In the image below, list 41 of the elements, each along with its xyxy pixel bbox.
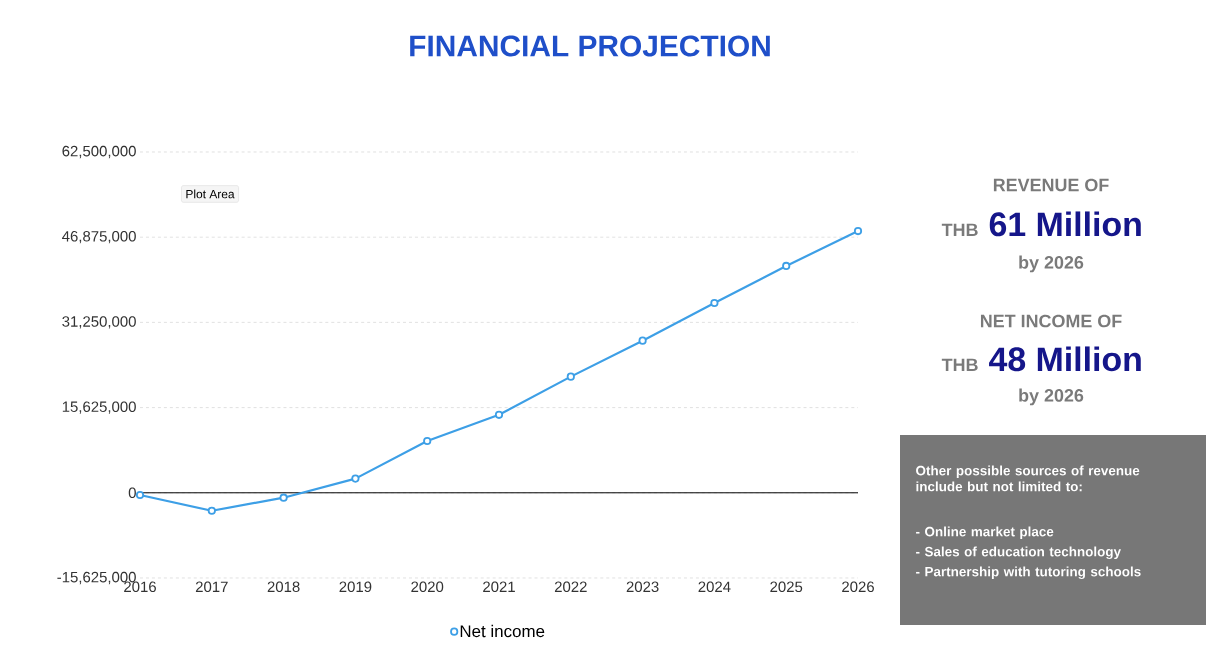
point — [351, 474, 360, 483]
point — [494, 410, 504, 419]
x-tick-label: 2023 — [626, 581, 659, 593]
text: by 2026 — [1019, 255, 1084, 273]
text: REVENUE OF — [993, 178, 1109, 192]
point — [782, 261, 791, 271]
x-tick-label: 2018 — [267, 581, 300, 593]
y-tick-label: 15,625,000 — [62, 401, 136, 414]
point — [566, 372, 575, 381]
x-tick-label: 2025 — [770, 581, 803, 593]
legend-label: Net income — [460, 624, 545, 638]
text: - Partnership with tutoring schools — [916, 566, 1141, 580]
y-tick-label: 62,500,000 — [62, 145, 136, 159]
text: 61 Million — [989, 211, 1141, 237]
x-tick-label: 2019 — [339, 581, 372, 593]
annotation: Plot Area — [186, 189, 235, 199]
y-tick-label: 0 — [128, 487, 136, 499]
text: by 2026 — [1019, 388, 1084, 406]
text: THB — [941, 223, 978, 236]
x-tick-label: 2026 — [842, 581, 874, 593]
text: THB — [941, 358, 978, 371]
point — [710, 298, 719, 308]
point — [135, 490, 145, 500]
point — [207, 506, 216, 515]
point — [638, 336, 647, 345]
x-tick-label: 2017 — [195, 581, 228, 593]
x-tick-label: 2024 — [698, 581, 731, 593]
y-tick-label: 46,875,000 — [62, 231, 136, 244]
x-tick-label: 2022 — [554, 581, 587, 593]
chart-title: FINANCIAL PROJECTION — [410, 35, 770, 57]
point — [423, 436, 432, 446]
point — [279, 493, 288, 502]
point — [853, 226, 863, 236]
x-tick-label: 2021 — [483, 581, 515, 593]
text: - Sales of education technology — [916, 546, 1121, 560]
text: NET INCOME OF — [980, 314, 1122, 328]
text: 48 Million — [989, 346, 1141, 372]
x-tick-label: 2020 — [411, 581, 444, 593]
y-tick-label: 31,250,000 — [62, 316, 136, 329]
text: Other possible sources of revenue include but not limited to: — [916, 465, 1140, 492]
text: - Online market place — [916, 526, 1054, 540]
